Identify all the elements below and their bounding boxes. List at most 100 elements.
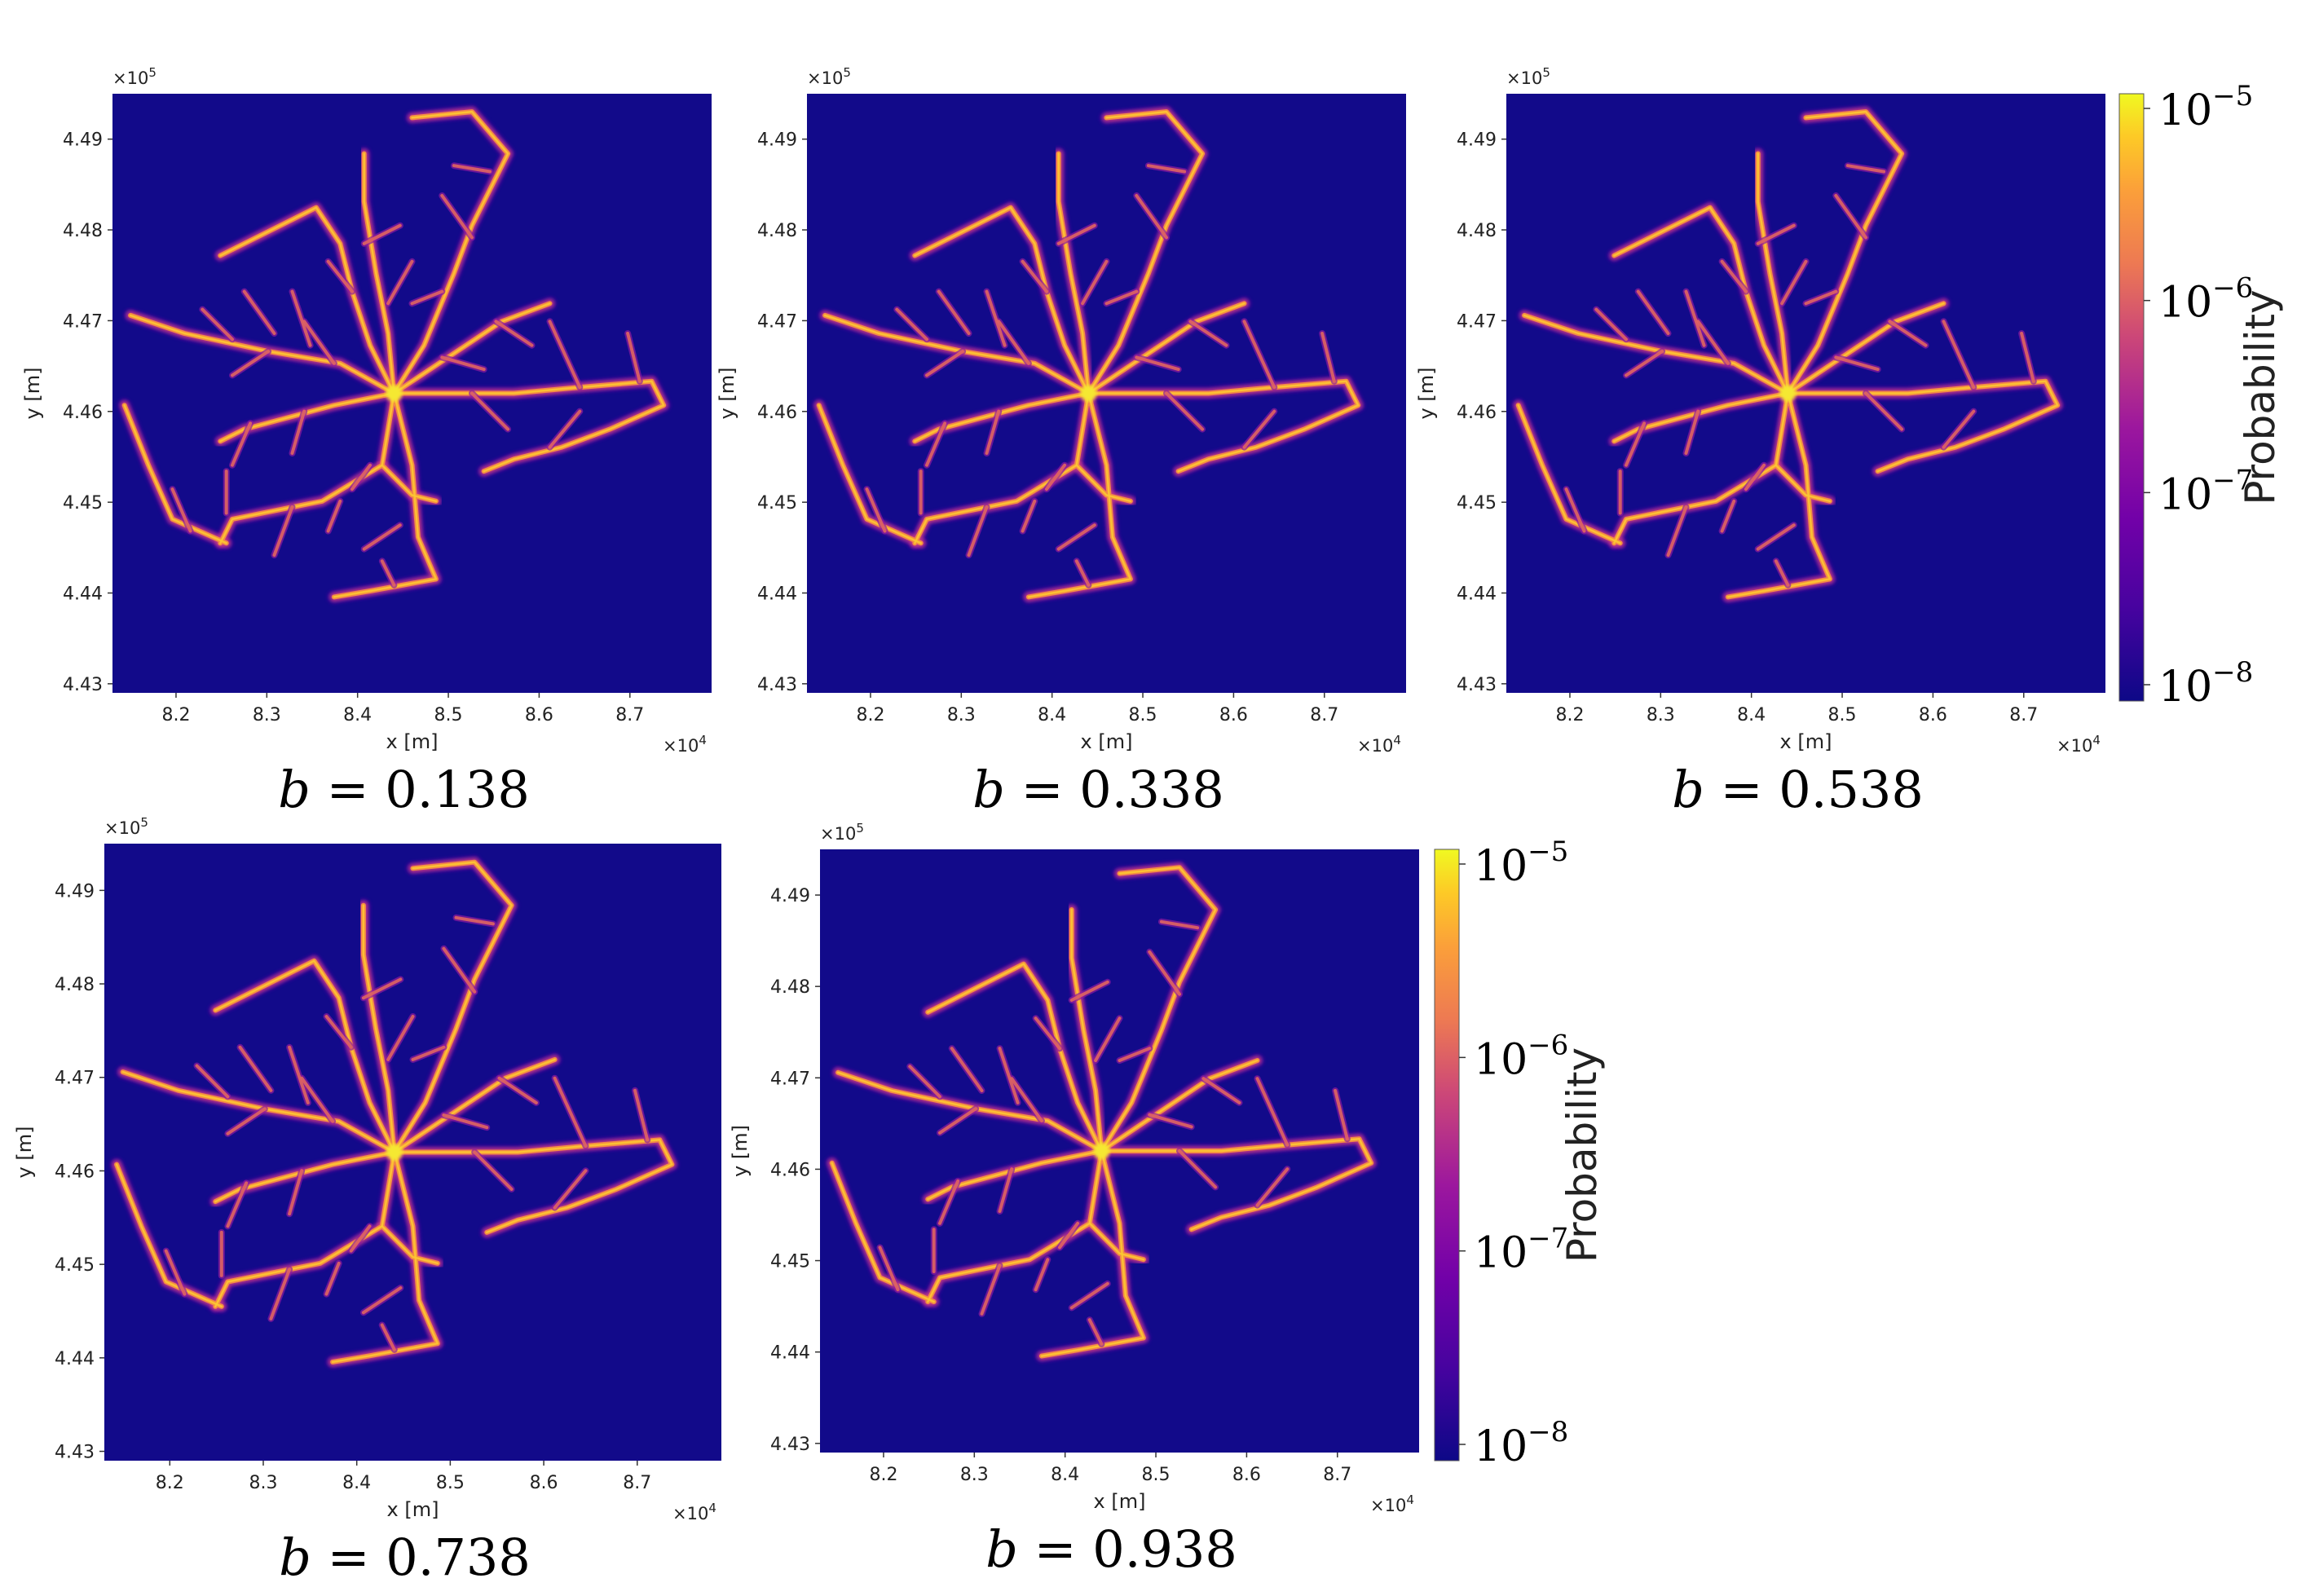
colorbar-tick-label: 10−8 bbox=[2158, 656, 2253, 712]
network-branch bbox=[214, 1151, 396, 1203]
y-tick-label: 4.45 bbox=[55, 1255, 95, 1276]
network-twig bbox=[470, 391, 510, 431]
network-twig bbox=[1069, 1281, 1109, 1310]
y-tick-label: 4.49 bbox=[757, 130, 797, 151]
network-twig bbox=[1720, 499, 1736, 533]
network-twig bbox=[878, 1245, 900, 1292]
network-twig bbox=[226, 1181, 249, 1228]
network-twig bbox=[1178, 1149, 1218, 1189]
y-scale-multiplier: ×105 bbox=[1506, 65, 1550, 88]
y-tick-label: 4.46 bbox=[770, 1160, 810, 1180]
x-tick-label: 8.6 bbox=[1219, 705, 1248, 725]
network-branch bbox=[393, 110, 509, 395]
network-branch bbox=[1787, 380, 2059, 473]
network-twig bbox=[925, 350, 965, 377]
network-branch bbox=[914, 392, 1090, 544]
network-twig bbox=[288, 1169, 304, 1216]
heatmap-panel: 8.2 8.3 8.4 8.5 8.6 8.7 4.43 4.44 4.45 4.46 4.47 4.… bbox=[21, 65, 712, 819]
network-twig bbox=[1684, 289, 1706, 347]
network-branch bbox=[818, 403, 922, 544]
network-twig bbox=[1564, 487, 1586, 533]
y-axis-label: y [m] bbox=[13, 1126, 36, 1179]
network-twig bbox=[1744, 463, 1766, 492]
y-tick-label: 4.44 bbox=[1457, 584, 1497, 605]
network-twig bbox=[170, 487, 192, 533]
network-twig bbox=[548, 409, 582, 449]
x-tick-label: 8.2 bbox=[856, 705, 884, 725]
heatmap-panel: 8.2 8.3 8.4 8.5 8.6 8.7 4.43 4.44 4.45 4.46 4.47 4.… bbox=[1415, 65, 2105, 819]
network-twig bbox=[380, 559, 396, 587]
colorbar-tick-label: 10−7 bbox=[1474, 1223, 1568, 1278]
network-twig bbox=[1804, 289, 1838, 306]
y-tick-label: 4.47 bbox=[63, 311, 103, 332]
y-tick-label: 4.45 bbox=[1457, 493, 1497, 514]
y-tick-label: 4.46 bbox=[55, 1162, 95, 1182]
y-tick-label: 4.49 bbox=[770, 886, 810, 906]
colorbar-gradient bbox=[2118, 93, 2145, 702]
x-tick-label: 8.3 bbox=[1647, 705, 1675, 725]
network-twig bbox=[633, 1088, 650, 1142]
y-tick-label: 4.49 bbox=[55, 881, 95, 902]
y-tick-label: 4.44 bbox=[55, 1349, 95, 1369]
y-axis-label: y [m] bbox=[729, 1125, 752, 1177]
network-twig bbox=[362, 223, 402, 245]
network-twig bbox=[2020, 332, 2035, 383]
x-scale-multiplier: ×104 bbox=[672, 1501, 716, 1523]
network-twig bbox=[349, 1224, 372, 1253]
colorbar-label: Probability bbox=[2237, 289, 2284, 505]
x-tick-label: 8.5 bbox=[436, 1473, 465, 1493]
y-tick-label: 4.48 bbox=[757, 221, 797, 241]
network-twig bbox=[998, 1047, 1020, 1104]
network-twig bbox=[411, 1045, 446, 1061]
network-twig bbox=[324, 1261, 341, 1296]
y-tick-label: 4.44 bbox=[63, 584, 103, 605]
network-twig bbox=[300, 1076, 335, 1123]
x-tick-label: 8.7 bbox=[1323, 1465, 1351, 1485]
network-twig bbox=[1696, 320, 1730, 365]
x-tick-label: 8.3 bbox=[947, 705, 976, 725]
network-branch bbox=[1027, 392, 1132, 598]
network-twig bbox=[386, 259, 414, 306]
network-hub bbox=[386, 1144, 403, 1161]
network-twig bbox=[326, 259, 354, 293]
network-twig bbox=[950, 1047, 984, 1092]
y-tick-label: 4.46 bbox=[63, 403, 103, 423]
network-twig bbox=[938, 1107, 978, 1135]
y-scale-multiplier: ×105 bbox=[807, 65, 851, 88]
network-branch bbox=[123, 403, 227, 544]
x-tick-label: 8.6 bbox=[1919, 705, 1947, 725]
x-tick-label: 8.5 bbox=[1142, 1465, 1171, 1485]
y-tick-label: 4.48 bbox=[1457, 221, 1497, 241]
y-tick-label: 4.49 bbox=[1457, 130, 1497, 151]
network-twig bbox=[1034, 1258, 1050, 1292]
network-twig bbox=[1780, 259, 1808, 306]
x-tick-label: 8.3 bbox=[253, 705, 281, 725]
network-twig bbox=[1255, 1167, 1290, 1207]
y-axis-label: y [m] bbox=[21, 368, 44, 420]
network-twig bbox=[324, 1015, 353, 1049]
x-tick-label: 8.7 bbox=[623, 1473, 651, 1493]
x-tick-label: 8.4 bbox=[342, 1473, 371, 1493]
network-twig bbox=[1845, 164, 1886, 174]
x-scale-multiplier: ×104 bbox=[663, 733, 707, 756]
network-twig bbox=[386, 1015, 415, 1061]
network-twig bbox=[473, 1150, 514, 1191]
x-scale-multiplier: ×104 bbox=[1370, 1492, 1414, 1515]
network-twig bbox=[1094, 1016, 1122, 1062]
y-tick-label: 4.47 bbox=[757, 311, 797, 332]
network-branch bbox=[1775, 464, 1832, 503]
network-twig bbox=[302, 320, 336, 365]
y-scale-multiplier: ×105 bbox=[820, 821, 864, 844]
colorbar: 10−5 10−6 10−7 10−8 Probability bbox=[2118, 80, 2284, 712]
network-hub bbox=[1093, 1143, 1110, 1159]
network-twig bbox=[494, 320, 534, 347]
network-twig bbox=[1148, 950, 1181, 996]
network-twig bbox=[998, 1167, 1014, 1213]
network-twig bbox=[1010, 1077, 1043, 1122]
x-tick-label: 8.7 bbox=[1310, 705, 1338, 725]
colorbar-tick-label: 10−8 bbox=[1474, 1416, 1568, 1471]
network-twig bbox=[195, 1064, 230, 1099]
heatmap-panel: 8.2 8.3 8.4 8.5 8.6 8.7 4.43 4.44 4.45 4.46 4.47 4.… bbox=[729, 821, 1419, 1579]
network-branch bbox=[393, 380, 665, 473]
panels-layer: 8.2 8.3 8.4 8.5 8.6 8.7 4.43 4.44 4.45 4.46 4.47 4.… bbox=[13, 65, 2284, 1587]
